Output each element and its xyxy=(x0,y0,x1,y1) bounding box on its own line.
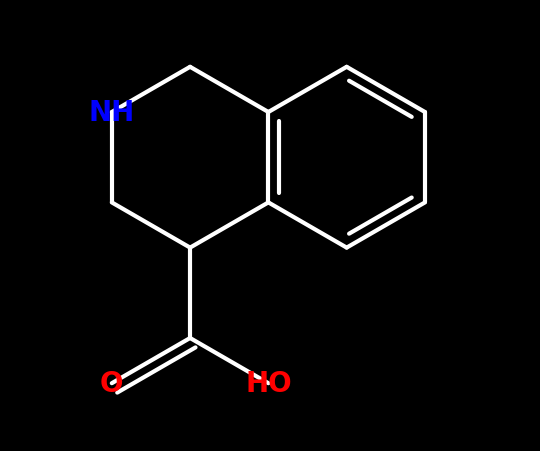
Text: HO: HO xyxy=(245,369,292,397)
Text: NH: NH xyxy=(89,99,135,127)
Text: O: O xyxy=(100,369,124,397)
